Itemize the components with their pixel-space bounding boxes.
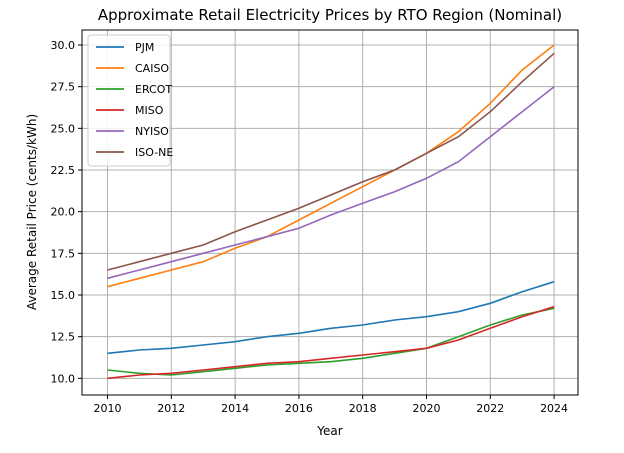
legend-label: ERCOT xyxy=(135,83,172,96)
series-line-miso xyxy=(107,305,555,380)
y-axis-label: Average Retail Price (cents/kWh) xyxy=(25,114,39,310)
y-tick-label: 27.5 xyxy=(51,81,76,94)
legend-label: ISO-NE xyxy=(135,146,173,159)
series-line-pjm xyxy=(107,280,555,355)
legend-label: NYISO xyxy=(135,125,169,138)
y-tick-label: 22.5 xyxy=(51,164,76,177)
y-tick-label: 25.0 xyxy=(51,122,76,135)
x-tick-label: 2014 xyxy=(221,402,249,415)
series-lines xyxy=(107,44,555,380)
legend-label: MISO xyxy=(135,104,164,117)
y-tick-label: 30.0 xyxy=(51,39,76,52)
chart-title: Approximate Retail Electricity Prices by… xyxy=(98,6,562,24)
legend-label: PJM xyxy=(135,41,154,54)
x-tick-label: 2018 xyxy=(349,402,377,415)
x-tick-label: 2024 xyxy=(540,402,568,415)
x-tick-label: 2022 xyxy=(476,402,504,415)
series-line-nyiso xyxy=(107,86,555,280)
x-tick-label: 2012 xyxy=(157,402,185,415)
series-line-caiso xyxy=(107,44,555,288)
legend-label: CAISO xyxy=(135,62,169,75)
x-tick-label: 2020 xyxy=(412,402,440,415)
legend: PJM CAISO ERCOT MISO NYISO ISO-NE xyxy=(87,34,173,167)
y-tick-label: 15.0 xyxy=(51,289,76,302)
plot-frame xyxy=(81,29,579,396)
x-tick-label: 2010 xyxy=(94,402,122,415)
y-tick-label: 10.0 xyxy=(51,372,76,385)
x-tick-label: 2016 xyxy=(285,402,313,415)
y-tick-label: 17.5 xyxy=(51,247,76,260)
ticks: 2010 2012 2014 2016 2018 2020 2022 2024 10.0 12.5… xyxy=(51,39,569,415)
series-line-ercot xyxy=(107,307,555,376)
series-line-iso-ne xyxy=(107,52,555,271)
grid xyxy=(82,30,578,395)
y-tick-label: 12.5 xyxy=(51,331,76,344)
y-tick-label: 20.0 xyxy=(51,206,76,219)
x-axis-label: Year xyxy=(316,424,342,438)
